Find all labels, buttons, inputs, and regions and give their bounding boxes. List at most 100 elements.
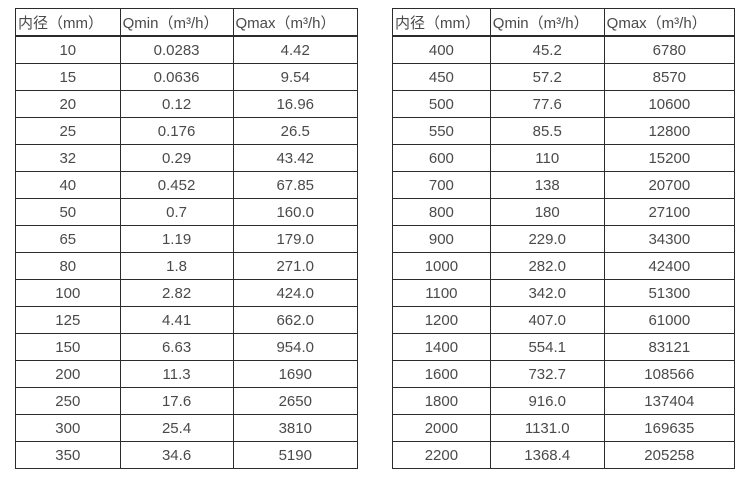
qmin-cell: 17.6 <box>119 387 234 415</box>
table-row: 400 45.2 6780 <box>392 35 736 64</box>
qmax-cell: 271.0 <box>232 252 358 280</box>
table-row: 80 1.8 271.0 <box>15 252 358 280</box>
table-row: 600 110 15200 <box>392 144 736 172</box>
qmin-cell: 0.29 <box>119 144 234 172</box>
qmax-cell: 954.0 <box>232 333 358 361</box>
diameter-cell: 350 <box>15 441 121 469</box>
qmax-cell: 16.96 <box>232 90 358 118</box>
qmin-cell: 282.0 <box>489 252 605 280</box>
qmax-cell: 205258 <box>603 441 736 469</box>
table-row: 2200 1368.4 205258 <box>392 441 736 469</box>
table-row: 700 138 20700 <box>392 171 736 199</box>
qmax-cell: 27100 <box>603 198 736 226</box>
qmax-cell: 51300 <box>603 279 736 307</box>
qmax-cell: 15200 <box>603 144 736 172</box>
qmax-cell: 662.0 <box>232 306 358 334</box>
diameter-cell: 125 <box>15 306 121 334</box>
table-row: 2000 1131.0 169635 <box>392 414 736 442</box>
table-row: 250 17.6 2650 <box>15 387 358 415</box>
qmax-cell: 20700 <box>603 171 736 199</box>
table-row: 50 0.7 160.0 <box>15 198 358 226</box>
diameter-cell: 1000 <box>392 252 491 280</box>
qmin-cell: 4.41 <box>119 306 234 334</box>
qmin-cell: 0.0636 <box>119 63 234 91</box>
qmin-cell: 180 <box>489 198 605 226</box>
diameter-cell: 550 <box>392 117 491 145</box>
diameter-cell: 500 <box>392 90 491 118</box>
header-row: 内径（mm） Qmin（m³/h） Qmax（m³/h） <box>392 8 736 37</box>
qmin-cell: 342.0 <box>489 279 605 307</box>
table-row: 1600 732.7 108566 <box>392 360 736 388</box>
table-row: 20 0.12 16.96 <box>15 90 358 118</box>
qmin-cell: 57.2 <box>489 63 605 91</box>
qmax-cell: 67.85 <box>232 171 358 199</box>
diameter-cell: 100 <box>15 279 121 307</box>
header-cell-qmax: Qmax（m³/h） <box>232 8 358 37</box>
qmin-cell: 1.19 <box>119 225 234 253</box>
qmax-cell: 5190 <box>232 441 358 469</box>
qmax-cell: 42400 <box>603 252 736 280</box>
diameter-cell: 1800 <box>392 387 491 415</box>
qmin-cell: 0.452 <box>119 171 234 199</box>
qmax-cell: 43.42 <box>232 144 358 172</box>
table-row: 15 0.0636 9.54 <box>15 63 358 91</box>
qmin-cell: 2.82 <box>119 279 234 307</box>
diameter-cell: 15 <box>15 63 121 91</box>
qmin-cell: 1131.0 <box>489 414 605 442</box>
diameter-cell: 50 <box>15 198 121 226</box>
qmin-cell: 0.176 <box>119 117 234 145</box>
header-cell-qmax: Qmax（m³/h） <box>603 8 736 37</box>
qmin-cell: 34.6 <box>119 441 234 469</box>
qmin-cell: 1368.4 <box>489 441 605 469</box>
table-row: 65 1.19 179.0 <box>15 225 358 253</box>
qmax-cell: 12800 <box>603 117 736 145</box>
table-row: 10 0.0283 4.42 <box>15 35 358 64</box>
table-row: 25 0.176 26.5 <box>15 117 358 145</box>
header-cell-qmin: Qmin（m³/h） <box>119 8 234 37</box>
qmax-cell: 2650 <box>232 387 358 415</box>
qmax-cell: 26.5 <box>232 117 358 145</box>
table-row: 800 180 27100 <box>392 198 736 226</box>
table-row: 550 85.5 12800 <box>392 117 736 145</box>
table-row: 1200 407.0 61000 <box>392 306 736 334</box>
flow-spec-table-large-diameter: 内径（mm） Qmin（m³/h） Qmax（m³/h） 400 45.2 6780 45… <box>392 8 736 469</box>
diameter-cell: 200 <box>15 360 121 388</box>
diameter-cell: 1100 <box>392 279 491 307</box>
qmin-cell: 6.63 <box>119 333 234 361</box>
diameter-cell: 1400 <box>392 333 491 361</box>
qmax-cell: 424.0 <box>232 279 358 307</box>
qmax-cell: 8570 <box>603 63 736 91</box>
qmax-cell: 108566 <box>603 360 736 388</box>
diameter-cell: 600 <box>392 144 491 172</box>
diameter-cell: 800 <box>392 198 491 226</box>
diameter-cell: 32 <box>15 144 121 172</box>
diameter-cell: 20 <box>15 90 121 118</box>
qmax-cell: 83121 <box>603 333 736 361</box>
diameter-cell: 1200 <box>392 306 491 334</box>
diameter-cell: 80 <box>15 252 121 280</box>
table-row: 150 6.63 954.0 <box>15 333 358 361</box>
table-row: 350 34.6 5190 <box>15 441 358 469</box>
qmax-cell: 169635 <box>603 414 736 442</box>
diameter-cell: 2200 <box>392 441 491 469</box>
header-cell-diameter: 内径（mm） <box>392 8 491 37</box>
diameter-cell: 150 <box>15 333 121 361</box>
table-row: 200 11.3 1690 <box>15 360 358 388</box>
table-row: 1000 282.0 42400 <box>392 252 736 280</box>
diameter-cell: 300 <box>15 414 121 442</box>
qmin-cell: 11.3 <box>119 360 234 388</box>
qmax-cell: 61000 <box>603 306 736 334</box>
diameter-cell: 250 <box>15 387 121 415</box>
diameter-cell: 400 <box>392 35 491 64</box>
header-cell-diameter: 内径（mm） <box>15 8 121 37</box>
qmax-cell: 4.42 <box>232 35 358 64</box>
qmax-cell: 1690 <box>232 360 358 388</box>
diameter-cell: 700 <box>392 171 491 199</box>
qmin-cell: 916.0 <box>489 387 605 415</box>
qmin-cell: 732.7 <box>489 360 605 388</box>
table-row: 450 57.2 8570 <box>392 63 736 91</box>
spec-table: 内径（mm） Qmin（m³/h） Qmax（m³/h） 400 45.2 6780 45… <box>392 8 736 469</box>
diameter-cell: 40 <box>15 171 121 199</box>
table-row: 40 0.452 67.85 <box>15 171 358 199</box>
qmax-cell: 34300 <box>603 225 736 253</box>
